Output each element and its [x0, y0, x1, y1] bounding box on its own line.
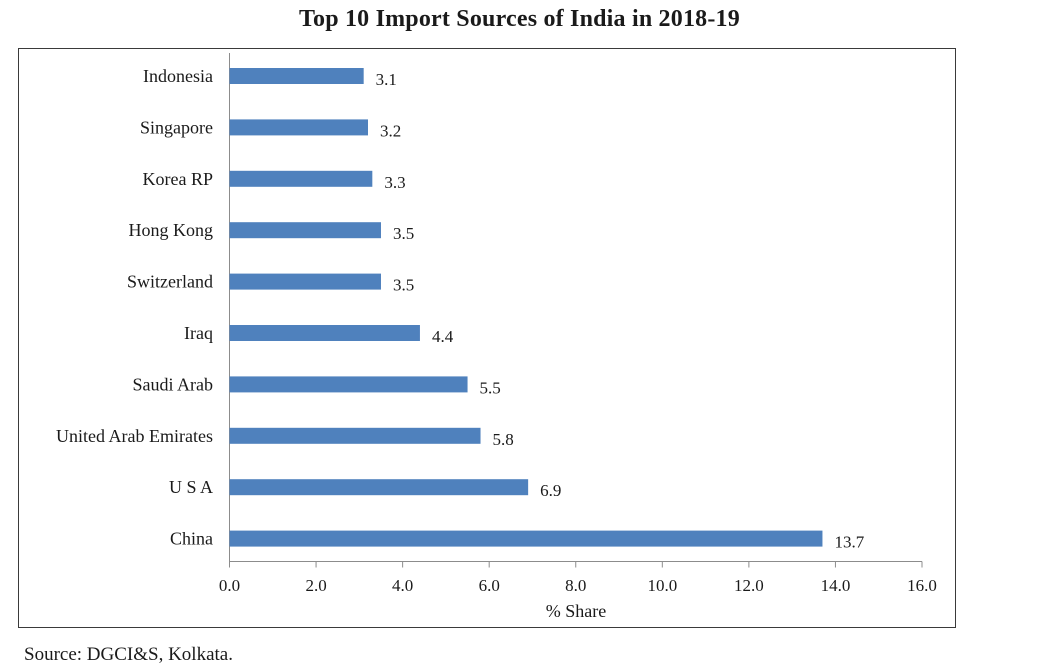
- x-tick-label: 0.0: [219, 576, 240, 595]
- bar: [229, 376, 468, 393]
- data-label: 3.1: [376, 70, 397, 89]
- data-label: 13.7: [834, 533, 864, 552]
- data-label: 5.5: [480, 378, 501, 397]
- x-tick-label: 6.0: [479, 576, 500, 595]
- bar: [229, 479, 529, 496]
- x-tick-label: 2.0: [305, 576, 326, 595]
- chart-title: Top 10 Import Sources of India in 2018-1…: [299, 6, 740, 32]
- data-label: 5.8: [493, 430, 514, 449]
- x-tick-marks: [229, 561, 923, 568]
- bar: [229, 530, 823, 547]
- category-label: Singapore: [140, 117, 213, 137]
- x-tick-label: 10.0: [647, 576, 677, 595]
- x-tick-label: 4.0: [392, 576, 413, 595]
- data-label: 6.9: [540, 481, 561, 500]
- bar: [229, 222, 381, 239]
- source-note: Source: DGCI&S, Kolkata.: [24, 644, 233, 665]
- bar: [229, 325, 420, 341]
- x-tick-label: 12.0: [734, 576, 764, 595]
- bars-group: [229, 68, 823, 547]
- category-label: Saudi Arab: [133, 374, 214, 394]
- bar: [229, 273, 381, 290]
- category-label: United Arab Emirates: [56, 426, 213, 446]
- x-tick-label: 16.0: [907, 576, 937, 595]
- category-label: Switzerland: [127, 272, 213, 292]
- bar: [229, 68, 364, 84]
- category-label: Hong Kong: [129, 220, 214, 240]
- x-axis-title: % Share: [546, 601, 606, 621]
- category-label: Indonesia: [143, 66, 213, 86]
- x-tick-label: 14.0: [821, 576, 851, 595]
- bar: [229, 427, 481, 444]
- category-label: Korea RP: [143, 169, 214, 189]
- data-label: 3.3: [384, 173, 405, 192]
- category-label: U S A: [169, 477, 213, 497]
- data-label: 3.2: [380, 121, 401, 140]
- x-tick-labels: 0.0 2.0 4.0 6.0 8.0 10.0 12.0 14.0 16.0: [219, 576, 937, 595]
- x-tick-label: 8.0: [565, 576, 586, 595]
- bar: [229, 170, 373, 187]
- data-label: 3.5: [393, 224, 414, 243]
- data-label: 4.4: [432, 327, 454, 346]
- category-label: Iraq: [184, 323, 213, 343]
- category-labels: Indonesia Singapore Korea RP Hong Kong Switz…: [56, 66, 213, 549]
- chart-frame: [18, 48, 956, 628]
- data-label: 3.5: [393, 276, 414, 295]
- value-labels: 3.1 3.2 3.3 3.5 3.5 4.4 5.5 5.8 6.9 13.7: [376, 70, 865, 552]
- bar: [229, 119, 368, 136]
- category-label: China: [170, 529, 213, 549]
